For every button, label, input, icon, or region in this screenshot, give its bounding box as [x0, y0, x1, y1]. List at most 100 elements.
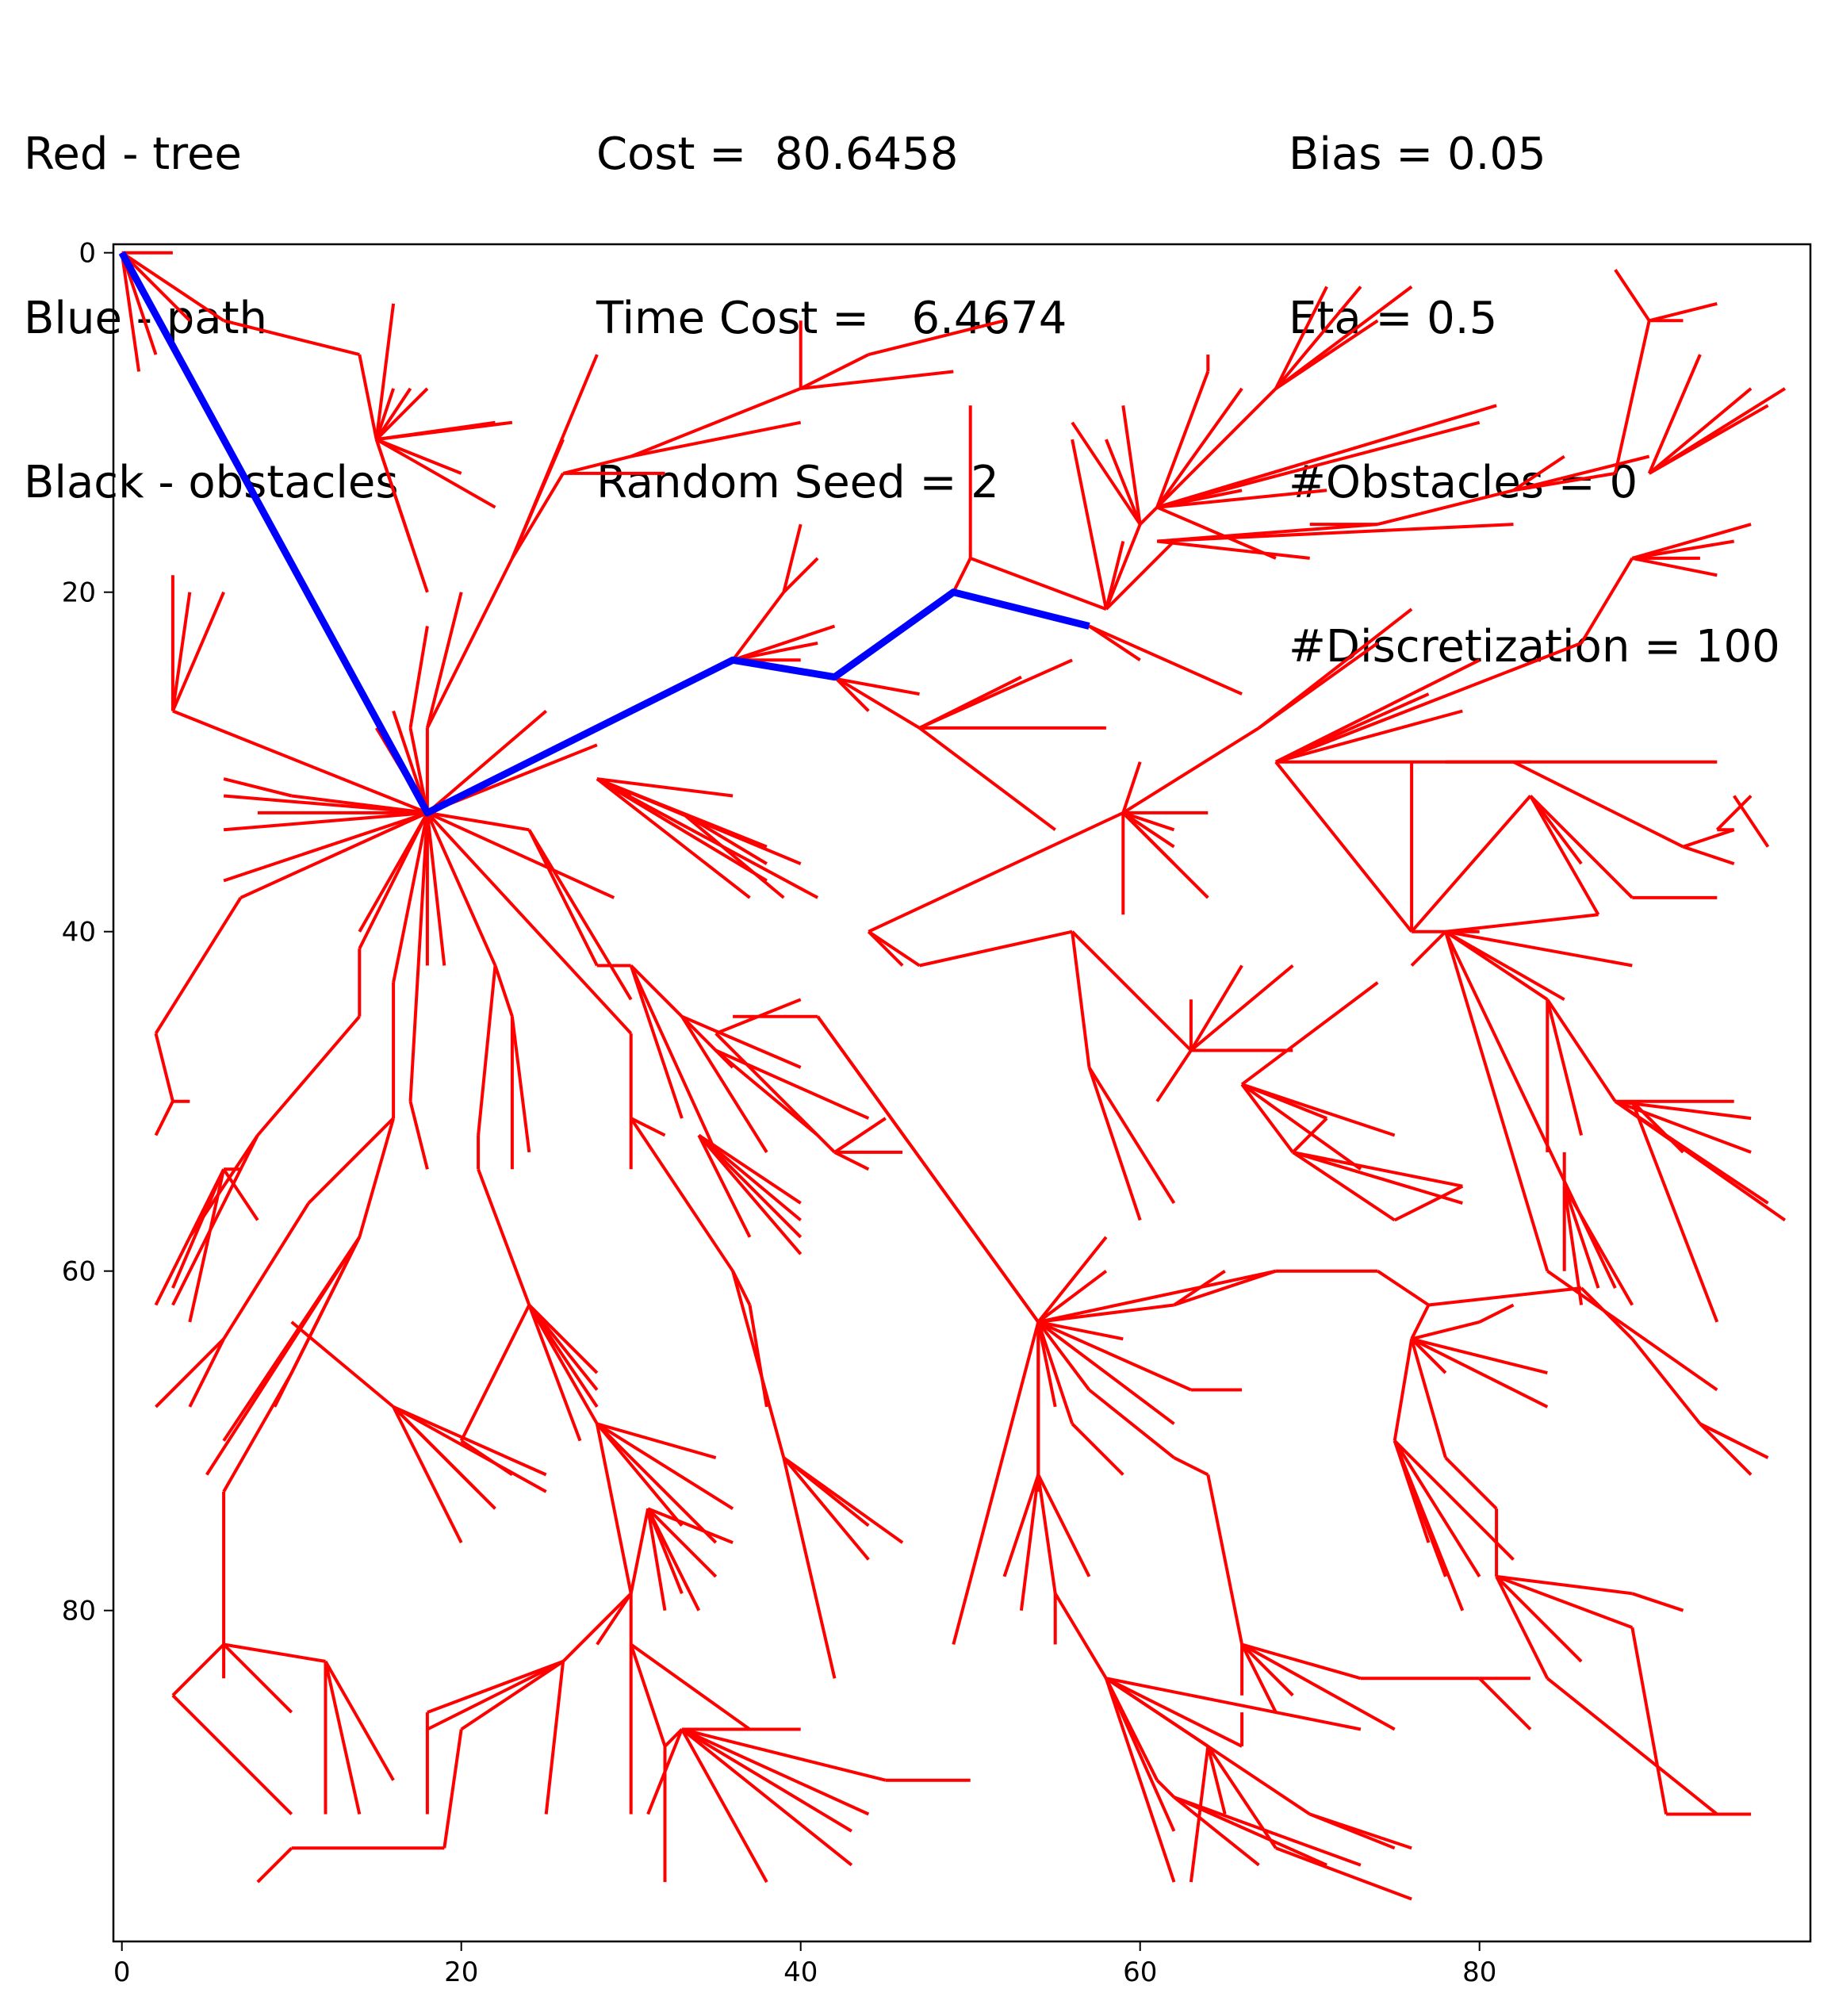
tree-edge [1189, 964, 1294, 1052]
y-tick-label: 40 [62, 917, 96, 949]
tree-edge [426, 811, 633, 1035]
tree-edge [460, 1660, 565, 1731]
tree-edge [477, 1168, 531, 1306]
tree-edge [1122, 726, 1260, 814]
tree-edge [630, 1117, 666, 1137]
tree-edge [630, 1117, 734, 1272]
tree-edge [392, 812, 429, 983]
tree-edge [1411, 1320, 1481, 1341]
tree-edge [647, 1507, 734, 1544]
tree-edge [1631, 523, 1752, 560]
tree-edge [833, 1151, 870, 1171]
tree-edge [1206, 1474, 1244, 1645]
tree-edge [154, 1100, 174, 1136]
param-discretization: #Discretization = 100 [1289, 621, 1780, 673]
tree-edge [1444, 930, 1617, 1289]
tree-edge [1444, 1456, 1498, 1510]
tree-edge [256, 1015, 361, 1136]
y-tick-label: 0 [79, 238, 96, 270]
tree-edge [393, 1405, 547, 1477]
tree-edge [527, 1304, 599, 1391]
tree-edge [1529, 795, 1634, 899]
tree-edge [1036, 1320, 1091, 1391]
tree-edge [918, 726, 1056, 831]
tree-edge [1410, 1338, 1447, 1458]
tree-edge [1105, 1677, 1192, 1697]
tree-edge [527, 1304, 599, 1374]
tree-edge [1037, 1320, 1192, 1392]
tree-edge [1478, 1303, 1515, 1324]
tree-edge [1529, 795, 1583, 865]
tree-edge [630, 420, 802, 458]
tree-edge [1614, 268, 1651, 322]
tree-edge [698, 1133, 802, 1222]
tree-edge [223, 319, 360, 357]
tree-edge [868, 811, 1124, 933]
tree-edge [392, 1405, 480, 1493]
tree-edge [427, 811, 615, 899]
tree-edge [782, 1457, 837, 1679]
tree-edge [1240, 981, 1379, 1086]
tree-edge [799, 353, 870, 390]
tree-edge [1393, 1338, 1414, 1442]
tree-edge [918, 675, 1022, 730]
x-tick-label: 20 [444, 1957, 478, 1988]
tree-edge [1410, 1304, 1431, 1340]
tree-edge [427, 1660, 564, 1714]
tree-edge [1630, 1627, 1668, 1815]
tree-edge [680, 1727, 852, 1833]
tree-edge [1037, 1269, 1277, 1324]
tree-edge [1512, 760, 1684, 849]
tree-edge [1309, 1812, 1412, 1850]
tree-edge [426, 812, 497, 967]
tree-edge [1036, 1236, 1108, 1324]
tree-edge [1156, 404, 1497, 509]
tree-edge [1529, 795, 1600, 916]
tree-edge [1495, 1575, 1583, 1663]
tree-edge [1121, 811, 1175, 865]
tree-edge [1053, 1592, 1108, 1680]
tree-edge [697, 1134, 752, 1238]
tree-edge [1155, 387, 1278, 509]
tree-edge [171, 1694, 293, 1815]
tree-edge [562, 454, 632, 475]
tree-edge [1156, 420, 1481, 509]
tree-edge [1630, 1338, 1702, 1425]
tree-edge [1615, 1099, 1752, 1121]
tree-edge [680, 811, 785, 899]
tree-edge [1037, 1270, 1108, 1324]
tree-edge [1071, 1422, 1124, 1476]
tree-edge [358, 354, 378, 440]
tree-edge [1631, 1592, 1684, 1612]
tree-edge [1428, 1286, 1582, 1307]
tree-edge [595, 1423, 633, 1594]
tree-edge [172, 709, 428, 814]
tree-edge [952, 558, 972, 593]
tree-edge [1036, 1321, 1057, 1408]
tree-edge [374, 303, 396, 440]
tree-edge [289, 1236, 362, 1374]
tree-edge [1088, 624, 1141, 661]
x-tick-label: 80 [1462, 1957, 1496, 1988]
tree-edge [188, 1168, 226, 1323]
stat-random-seed: Random Seed = 2 [596, 457, 999, 508]
tree-edge [1037, 1320, 1175, 1425]
tree-edge [510, 1016, 531, 1153]
tree-edge [1156, 505, 1277, 560]
tree-edge [1121, 405, 1142, 525]
tree-edge [427, 811, 530, 832]
tree-edge [121, 251, 225, 322]
tree-edge [459, 1304, 531, 1442]
tree-edge [1156, 539, 1310, 560]
tree-edge [170, 592, 192, 711]
tree-edge [1206, 1745, 1278, 1849]
tree-edge [477, 965, 497, 1136]
tree-edge [1189, 1746, 1210, 1883]
tree-edge [154, 896, 243, 1035]
tree-edge [1275, 1846, 1412, 1901]
tree-edge [408, 626, 429, 729]
plot-frame [112, 243, 1812, 1943]
tree-edge [1173, 1796, 1260, 1867]
tree-edge [223, 1642, 326, 1663]
tree-edge [969, 557, 1107, 611]
